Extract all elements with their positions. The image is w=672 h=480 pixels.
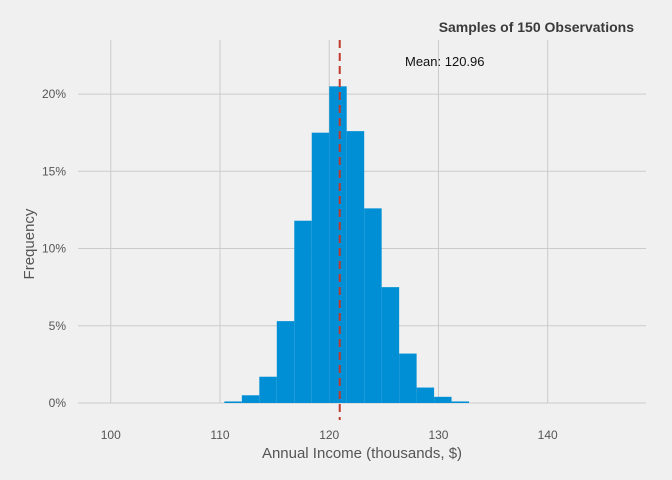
histogram-bar-8 [364, 208, 382, 403]
histogram-bar-5 [311, 132, 330, 403]
histogram-bar-6 [329, 86, 347, 403]
x-tick-label-3: 130 [428, 428, 448, 442]
histogram-bar-3 [276, 321, 295, 403]
y-tick-label-1: 5% [49, 319, 67, 333]
y-tick-label-3: 15% [42, 164, 66, 178]
histogram-bar-2 [259, 376, 277, 403]
x-tick-labels: 100 110 120 130 140 [101, 428, 558, 442]
histogram-bar-0 [224, 401, 242, 403]
histogram-bar-12 [434, 396, 452, 403]
y-tick-label-4: 20% [42, 87, 66, 101]
mean-annotation: Mean: 120.96 [405, 54, 485, 69]
histogram-bar-10 [399, 353, 417, 403]
histogram-bar-9 [381, 287, 400, 403]
y-axis-label: Frequency [21, 208, 38, 279]
histogram-bars [224, 86, 470, 403]
x-tick-label-2: 120 [319, 428, 339, 442]
x-axis-label: Annual Income (thousands, $) [262, 445, 462, 462]
histogram-bar-1 [241, 395, 260, 403]
histogram-bar-13 [451, 401, 470, 403]
x-tick-label-4: 140 [538, 428, 558, 442]
histogram-bar-11 [416, 387, 435, 403]
y-tick-label-2: 10% [42, 242, 66, 256]
x-tick-label-1: 110 [210, 428, 229, 442]
histogram-bar-4 [294, 220, 312, 403]
chart-title: Samples of 150 Observations [439, 19, 635, 35]
grid-lines [78, 40, 646, 404]
x-tick-label-0: 100 [101, 428, 121, 442]
y-tick-label-0: 0% [49, 396, 67, 410]
histogram-bar-7 [346, 131, 365, 403]
y-tick-labels: 0% 5% 10% 15% 20% [42, 87, 66, 410]
